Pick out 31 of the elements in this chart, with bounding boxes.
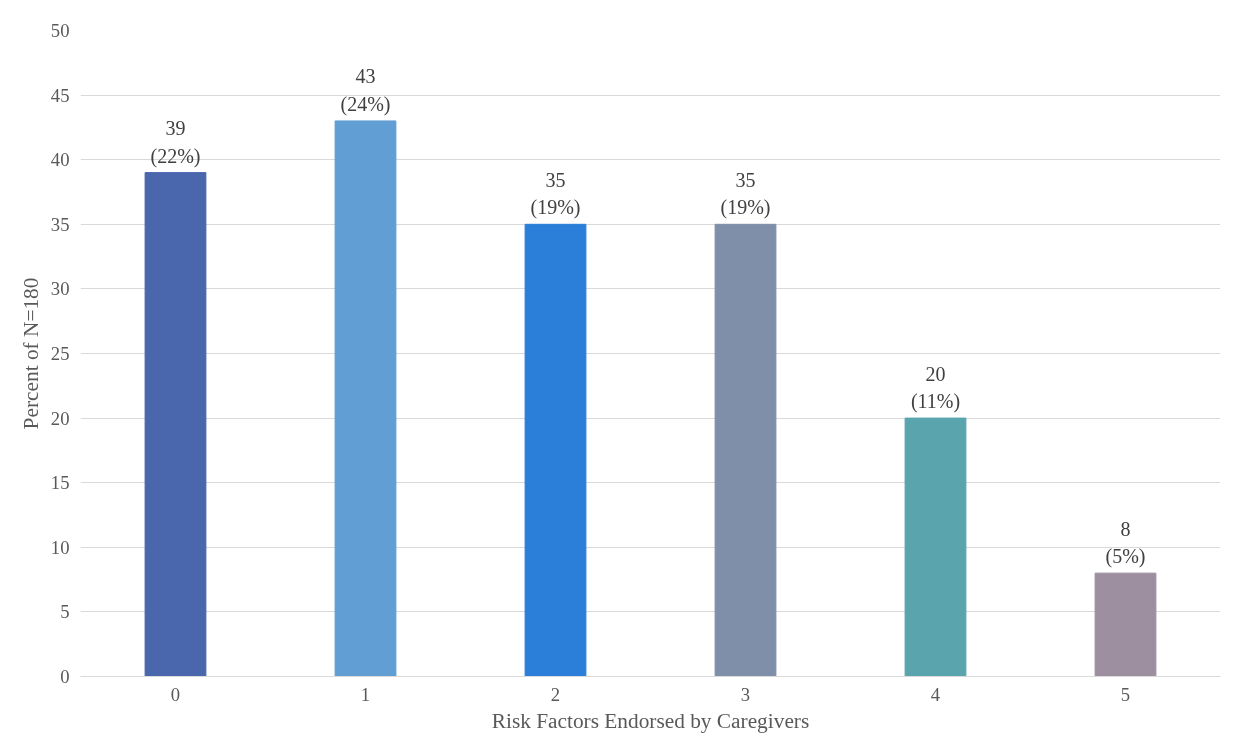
y-tick-label: 30 — [50, 278, 70, 300]
bar — [714, 223, 777, 677]
y-tick-label: 5 — [60, 601, 70, 623]
data-label: 39 (22%) — [150, 117, 201, 168]
y-tick-label: 20 — [50, 407, 70, 429]
x-tick-label: 4 — [930, 683, 941, 705]
y-tick-label: 15 — [50, 472, 70, 494]
y-axis-title: Percent of N=180 — [18, 277, 43, 430]
bar — [144, 172, 207, 677]
x-tick-label: 2 — [550, 683, 561, 705]
bar — [1094, 572, 1157, 677]
bar — [904, 417, 967, 677]
bar — [524, 223, 587, 677]
data-label: 35 (19%) — [530, 168, 581, 220]
data-label: 35 (19%) — [720, 168, 771, 220]
data-label: 43 (24%) — [340, 65, 391, 116]
y-tick-label: 45 — [50, 84, 70, 106]
x-tick-label: 3 — [740, 683, 751, 705]
x-tick-label: 1 — [360, 683, 371, 705]
y-tick-label: 25 — [50, 343, 70, 364]
x-tick-label: 0 — [170, 683, 181, 705]
x-tick-label: 5 — [1120, 683, 1131, 705]
y-tick-label: 35 — [50, 213, 70, 235]
data-label: 8 (5%) — [1105, 517, 1146, 569]
bar — [334, 120, 397, 677]
y-tick-label: 40 — [50, 149, 70, 171]
data-label: 20 (11%) — [910, 362, 961, 414]
x-axis-title: Risk Factors Endorsed by Caregivers — [491, 708, 810, 733]
y-tick-label: 10 — [50, 536, 70, 558]
y-tick-label: 0 — [60, 666, 70, 687]
y-tick-label: 50 — [50, 20, 70, 41]
